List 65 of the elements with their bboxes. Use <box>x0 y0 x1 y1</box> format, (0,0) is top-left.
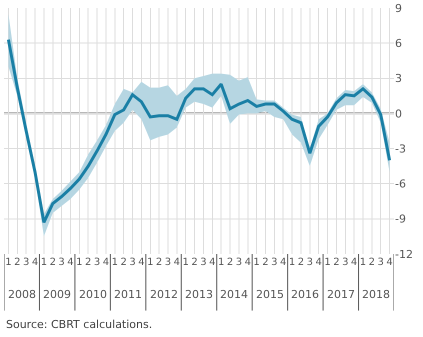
x-tick-label: 4 <box>244 257 251 268</box>
text: 2016 <box>291 288 319 301</box>
y-tick-label: -9 <box>395 212 406 226</box>
x-tick-label: 2 <box>85 257 92 268</box>
text: 2013 <box>185 288 213 301</box>
x-tick-label: 1 <box>288 257 296 268</box>
text: 2008 <box>8 288 36 301</box>
x-tick-label: 2 <box>120 257 127 268</box>
x-tick-label: 4 <box>386 257 393 268</box>
x-tick-label: 3 <box>22 257 30 268</box>
x-tick-label: 2 <box>14 257 20 268</box>
y-tick-label: 0 <box>395 107 402 120</box>
x-tick-label: 3 <box>306 257 313 268</box>
x-tick-label: 3 <box>378 257 384 268</box>
x-tick-label: 4 <box>280 257 286 268</box>
x-tick-label: 1 <box>324 257 331 268</box>
x-tick-label: 1 <box>76 257 83 268</box>
text: 2011 <box>114 288 142 301</box>
x-tick-label: 3 <box>271 257 278 268</box>
x-tick-label: 1 <box>112 257 118 268</box>
y-tick-label: 6 <box>395 36 402 50</box>
x-tick-label: 2 <box>50 257 56 268</box>
x-tick-label: 3 <box>342 257 348 268</box>
x-tick-label: 2 <box>191 257 198 268</box>
x-tick-label: 4 <box>209 257 216 268</box>
text: 2017 <box>327 288 355 301</box>
x-tick-label: 4 <box>102 257 110 268</box>
x-tick-label: 4 <box>350 257 358 268</box>
y-tick-label: 9 <box>395 2 402 15</box>
x-tick-label: 3 <box>164 257 172 268</box>
y-tick-label: -12 <box>395 248 413 261</box>
x-tick-label: 3 <box>200 257 207 268</box>
x-tick-label: 2 <box>226 257 234 268</box>
line-series <box>6 38 392 224</box>
x-tick-label: 4 <box>67 257 74 268</box>
x-tick-label: 1 <box>182 257 189 268</box>
text: 2018 <box>362 288 390 301</box>
text: 2009 <box>43 288 71 301</box>
text: 2015 <box>256 288 284 301</box>
x-tick-label: 2 <box>262 257 269 268</box>
text: 2014 <box>220 288 248 301</box>
x-tick-label: 3 <box>129 257 136 268</box>
x-tick-label: 1 <box>40 257 48 268</box>
x-tick-label: 1 <box>360 257 366 268</box>
x-tick-label: 2 <box>333 257 340 268</box>
x-tick-label: 1 <box>5 257 12 268</box>
x-tick-label: 1 <box>218 257 224 268</box>
x-tick-label: 4 <box>32 257 38 268</box>
x-tick-label: 2 <box>368 257 376 268</box>
x-tick-label: 3 <box>58 257 65 268</box>
text: 2010 <box>79 288 107 301</box>
x-tick-label: 1 <box>147 257 154 268</box>
x-tick-label: 4 <box>174 257 180 268</box>
x-tick-label: 2 <box>156 257 162 268</box>
x-tick-label: 4 <box>315 257 322 268</box>
text: 2012 <box>150 288 178 301</box>
x-tick-label: 3 <box>94 257 100 268</box>
y-tick-label: -6 <box>395 178 406 191</box>
y-tick-label: -3 <box>395 142 406 156</box>
source-note: Source: CBRT calculations. <box>6 318 152 331</box>
y-tick-label: 3 <box>395 72 402 86</box>
x-tick-label: 1 <box>253 257 260 268</box>
x-tick-label: 3 <box>236 257 242 268</box>
x-tick-label: 4 <box>138 257 145 268</box>
x-tick-label: 2 <box>298 257 304 268</box>
